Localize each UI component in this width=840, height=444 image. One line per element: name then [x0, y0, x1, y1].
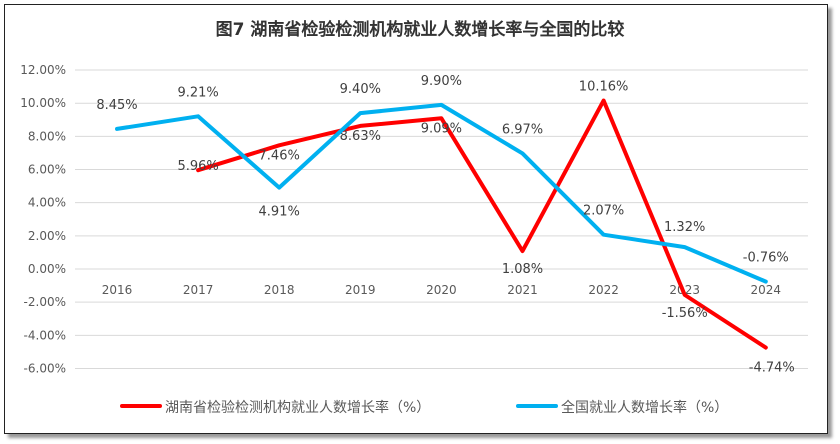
- x-tick-label: 2021: [507, 283, 538, 297]
- series-line: [196, 98, 768, 350]
- data-label: -1.56%: [662, 306, 708, 321]
- data-label: 7.46%: [259, 148, 300, 163]
- data-label: 2.07%: [583, 204, 624, 219]
- data-label: 9.40%: [340, 82, 381, 97]
- x-tick-label: 2019: [345, 283, 376, 297]
- data-label: 1.32%: [664, 220, 705, 235]
- y-tick-label: 0.00%: [28, 262, 66, 276]
- x-tick-label: 2020: [426, 283, 457, 297]
- x-tick-label: 2024: [751, 283, 782, 297]
- data-label: 8.63%: [340, 129, 381, 144]
- y-tick-label: 12.00%: [20, 63, 66, 77]
- y-tick-label: 10.00%: [20, 96, 66, 110]
- data-label: 9.09%: [421, 121, 462, 136]
- data-label: 1.08%: [502, 262, 543, 277]
- chart-title: 图7 湖南省检验检测机构就业人数增长率与全国的比较: [216, 19, 625, 40]
- legend-label: 全国就业人数增长率（%）: [561, 399, 728, 416]
- y-tick-label: -4.00%: [24, 328, 66, 342]
- legend-label: 湖南省检验检测机构就业人数增长率（%）: [165, 399, 430, 416]
- data-label: 8.45%: [96, 98, 137, 113]
- data-label: 5.96%: [177, 159, 218, 174]
- y-tick-label: -6.00%: [24, 361, 66, 375]
- y-tick-label: 2.00%: [28, 229, 66, 243]
- data-label: 9.90%: [421, 74, 462, 89]
- data-label: -0.76%: [743, 251, 789, 266]
- data-label: 4.91%: [259, 205, 300, 220]
- data-label: -4.74%: [749, 361, 795, 376]
- y-tick-label: -2.00%: [24, 295, 66, 309]
- y-tick-label: 6.00%: [28, 163, 66, 177]
- data-label: 10.16%: [579, 80, 629, 95]
- data-label: 9.21%: [177, 85, 218, 100]
- y-tick-label: 8.00%: [28, 129, 66, 143]
- y-tick-label: 4.00%: [28, 196, 66, 210]
- x-tick-label: 2022: [588, 283, 619, 297]
- data-label: 6.97%: [502, 122, 543, 137]
- x-tick-label: 2016: [102, 283, 133, 297]
- x-tick-label: 2017: [183, 283, 214, 297]
- x-tick-label: 2018: [264, 283, 295, 297]
- chart-frame: [4, 4, 828, 434]
